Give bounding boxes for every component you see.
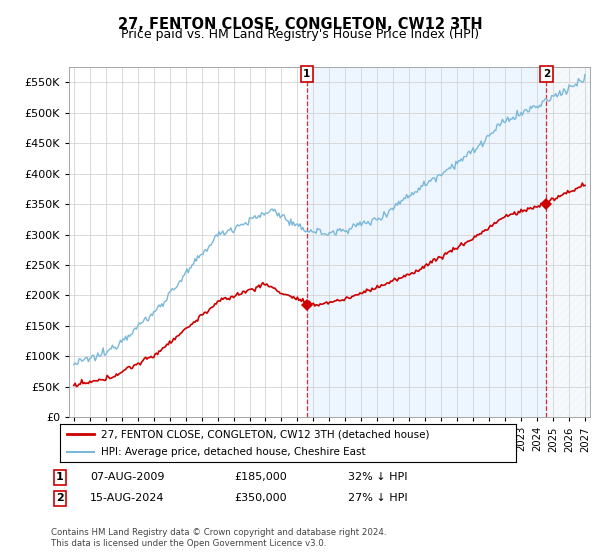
Bar xyxy=(307,67,547,417)
Text: 27, FENTON CLOSE, CONGLETON, CW12 3TH (detached house): 27, FENTON CLOSE, CONGLETON, CW12 3TH (d… xyxy=(101,429,430,439)
Text: 32% ↓ HPI: 32% ↓ HPI xyxy=(348,472,407,482)
Text: £350,000: £350,000 xyxy=(234,493,287,503)
Text: 07-AUG-2009: 07-AUG-2009 xyxy=(90,472,164,482)
Text: HPI: Average price, detached house, Cheshire East: HPI: Average price, detached house, Ches… xyxy=(101,447,365,457)
Text: 2: 2 xyxy=(543,69,550,79)
Text: Price paid vs. HM Land Registry's House Price Index (HPI): Price paid vs. HM Land Registry's House … xyxy=(121,28,479,41)
Text: 1: 1 xyxy=(303,69,310,79)
Text: 15-AUG-2024: 15-AUG-2024 xyxy=(90,493,164,503)
Text: 27% ↓ HPI: 27% ↓ HPI xyxy=(348,493,407,503)
Text: 1: 1 xyxy=(56,472,64,482)
Text: 27, FENTON CLOSE, CONGLETON, CW12 3TH: 27, FENTON CLOSE, CONGLETON, CW12 3TH xyxy=(118,17,482,32)
Text: £185,000: £185,000 xyxy=(234,472,287,482)
Bar xyxy=(547,67,590,417)
Text: Contains HM Land Registry data © Crown copyright and database right 2024.
This d: Contains HM Land Registry data © Crown c… xyxy=(51,528,386,548)
Text: 2: 2 xyxy=(56,493,64,503)
